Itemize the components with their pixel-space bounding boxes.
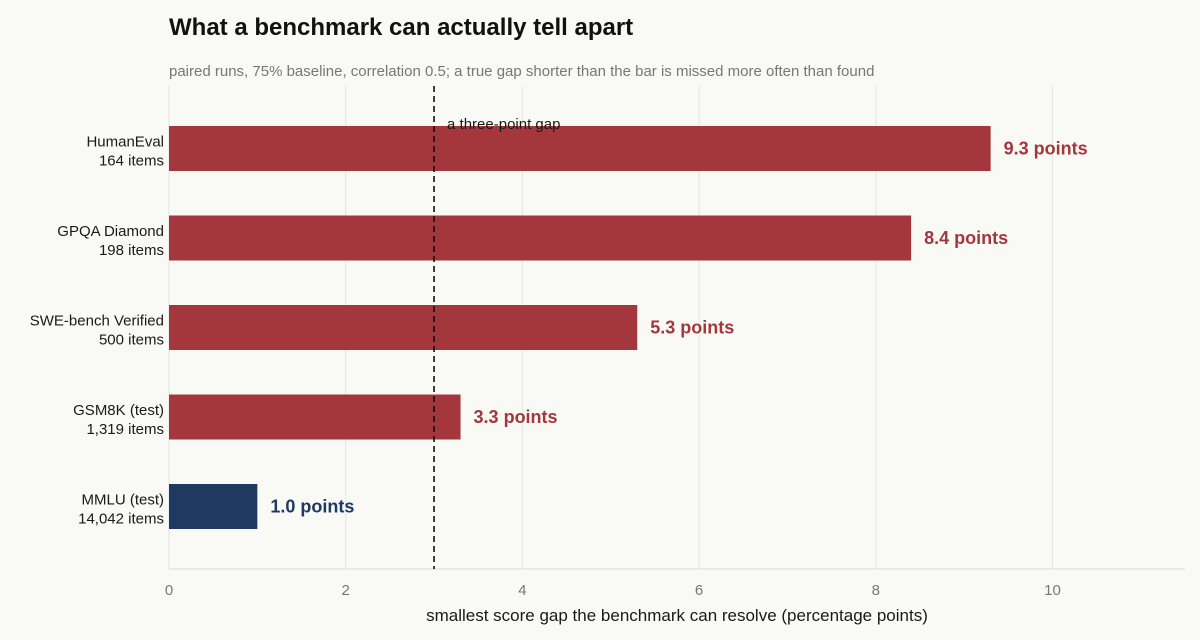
chart-subtitle: paired runs, 75% baseline, correlation 0… [169,63,875,80]
x-tick-label: 6 [695,582,703,599]
category-detail-label: 198 items [99,242,164,259]
value-label: 3.3 points [474,407,558,427]
category-label: HumanEval [86,134,164,151]
category-detail-label: 1,319 items [86,421,164,438]
category-label: MMLU (test) [82,492,165,509]
category-detail-label: 500 items [99,332,164,349]
bar [169,305,638,350]
category-label: SWE-bench Verified [30,313,164,330]
value-label: 1.0 points [270,497,354,517]
x-tick-label: 2 [342,582,350,599]
category-detail-label: 164 items [99,153,164,170]
category-detail-label: 14,042 items [78,511,164,528]
value-label: 8.4 points [924,228,1008,248]
value-label: 5.3 points [650,318,734,338]
value-label: 9.3 points [1004,139,1088,159]
category-label: GPQA Diamond [57,223,164,240]
x-axis-label: smallest score gap the benchmark can res… [426,606,928,625]
category-label: GSM8K (test) [73,402,164,419]
x-tick-label: 4 [518,582,526,599]
x-tick-label: 8 [872,582,880,599]
x-tick-label: 10 [1044,582,1061,599]
x-tick-label: 0 [165,582,173,599]
chart-title: What a benchmark can actually tell apart [169,14,634,41]
reference-line-label: a three-point gap [447,116,560,133]
bar [169,394,461,440]
bar [169,484,258,529]
bar [169,126,991,171]
bar [169,215,912,261]
